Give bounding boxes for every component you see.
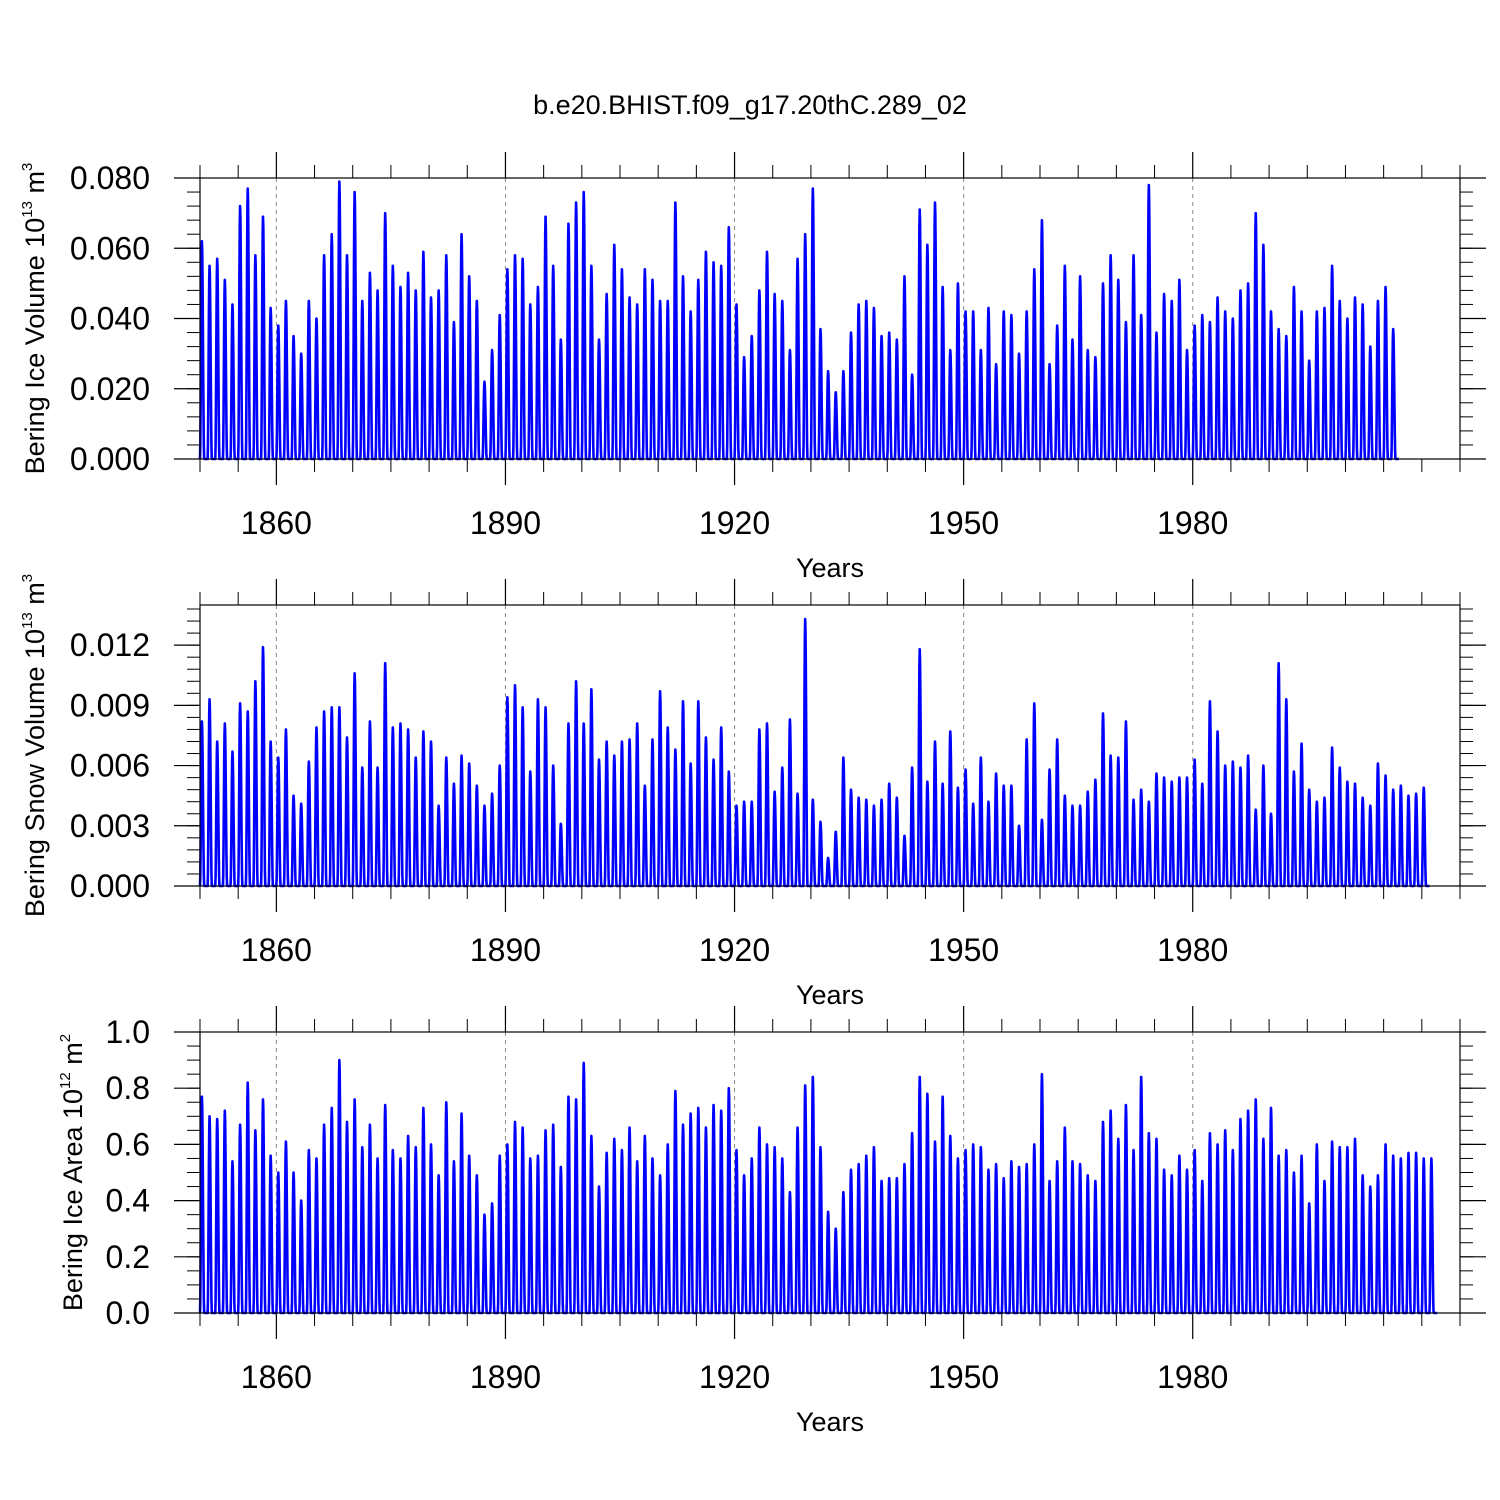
x-axis-title: Years [796, 1407, 864, 1437]
y-axis-title-part: Bering Ice Area 10 [58, 1089, 88, 1311]
y-axis-title-part: m [58, 1042, 88, 1072]
x-tick-label: 1860 [241, 505, 312, 541]
y-tick-label: 0.8 [106, 1070, 150, 1106]
x-tick-label: 1890 [470, 932, 541, 968]
y-tick-label: 0.006 [70, 748, 150, 784]
y-axis-title-superscript: 3 [19, 163, 36, 171]
y-axis-title-part: m [20, 171, 50, 201]
x-tick-label: 1890 [470, 1359, 541, 1395]
x-tick-label: 1920 [699, 932, 770, 968]
y-axis-title-superscript: 2 [57, 1034, 74, 1042]
y-tick-label: 0.000 [70, 868, 150, 904]
y-tick-label: 0.012 [70, 627, 150, 663]
y-axis-title: Bering Ice Area 1012 m2 [57, 1034, 88, 1311]
y-tick-label: 0.0 [106, 1295, 150, 1331]
y-tick-label: 0.6 [106, 1126, 150, 1162]
y-axis-title: Bering Ice Volume 1013 m3 [19, 163, 50, 475]
y-axis-title-part: Bering Ice Volume 10 [20, 218, 50, 475]
y-tick-label: 0.2 [106, 1239, 150, 1275]
y-tick-label: 0.080 [70, 160, 150, 196]
y-tick-label: 0.4 [106, 1183, 150, 1219]
y-axis-title-superscript: 3 [19, 574, 36, 582]
x-tick-label: 1980 [1157, 932, 1228, 968]
y-axis-title-superscript: 13 [19, 612, 36, 629]
x-tick-label: 1860 [241, 932, 312, 968]
y-axis-title-part: m [20, 582, 50, 612]
x-tick-label: 1920 [699, 1359, 770, 1395]
x-tick-label: 1920 [699, 505, 770, 541]
x-tick-label: 1980 [1157, 505, 1228, 541]
x-tick-label: 1950 [928, 932, 999, 968]
page-title: b.e20.BHIST.f09_g17.20thC.289_02 [533, 90, 967, 120]
series-line [198, 180, 1400, 461]
chart-panel-ice_volume: 0.000 0.020 0.040 0.060 0.080 1860 1890 1920 195… [19, 152, 1486, 583]
y-tick-label: 0.003 [70, 808, 150, 844]
y-tick-label: 0.040 [70, 301, 150, 337]
y-tick-label: 0.000 [70, 441, 150, 477]
x-axis-title: Years [796, 553, 864, 583]
y-tick-label: 0.020 [70, 371, 150, 407]
x-axis-title: Years [796, 980, 864, 1010]
plot-frame [199, 604, 1461, 887]
y-tick-label: 0.060 [70, 230, 150, 266]
y-tick-label: 1.0 [106, 1014, 150, 1050]
y-axis-title-superscript: 13 [19, 201, 36, 218]
chart-panels: 0.000 0.020 0.040 0.060 0.080 1860 1890 1920 195… [19, 152, 1486, 1437]
chart-panel-snow_volume: 0.000 0.003 0.006 0.009 0.012 1860 1890 1920 195… [19, 574, 1486, 1010]
series-line [198, 1058, 1439, 1315]
x-tick-label: 1980 [1157, 1359, 1228, 1395]
y-axis-title-superscript: 12 [57, 1072, 74, 1089]
x-tick-label: 1860 [241, 1359, 312, 1395]
x-tick-label: 1950 [928, 505, 999, 541]
series-line [198, 617, 1431, 888]
y-axis-title: Bering Snow Volume 1013 m3 [19, 574, 50, 917]
y-tick-label: 0.009 [70, 687, 150, 723]
y-axis-title-part: Bering Snow Volume 10 [20, 629, 50, 917]
x-tick-label: 1890 [470, 505, 541, 541]
chart-panel-ice_area: 0.0 0.2 0.4 0.6 0.8 1.0 1860 1890 1920 1950 1980 Ye… [57, 1006, 1486, 1437]
x-tick-label: 1950 [928, 1359, 999, 1395]
